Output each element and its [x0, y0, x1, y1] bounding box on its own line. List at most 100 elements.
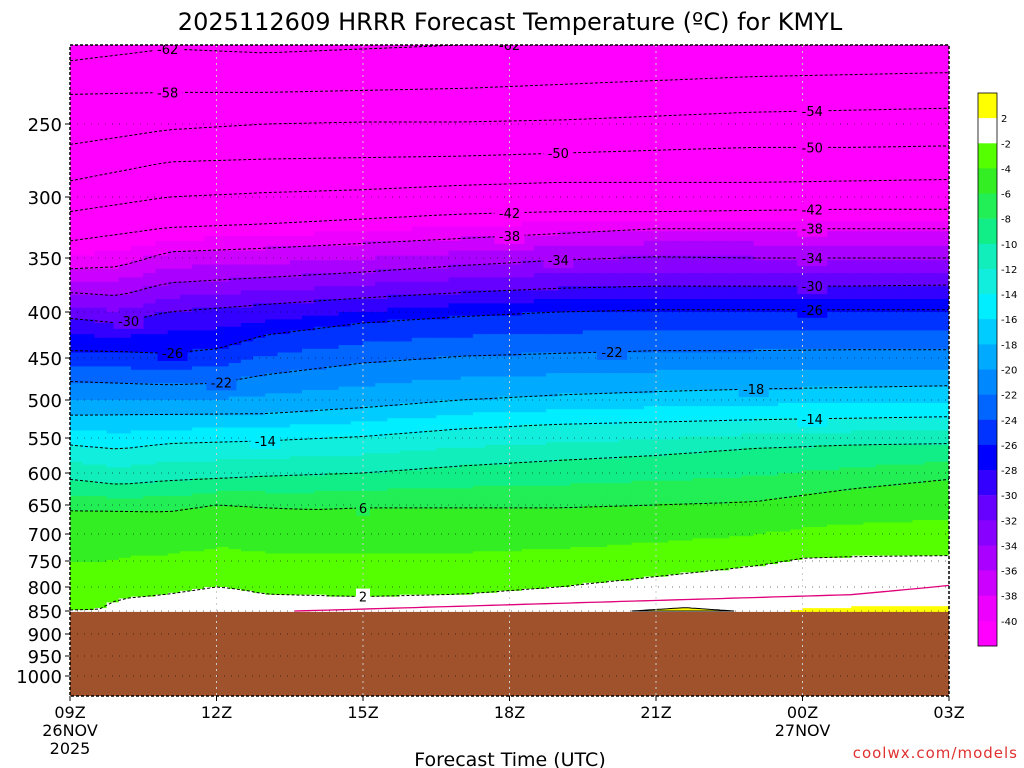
field-cell — [192, 319, 205, 324]
field-cell — [302, 483, 315, 487]
field-cell — [326, 150, 340, 157]
field-cell — [326, 356, 340, 361]
field-cell — [118, 303, 132, 309]
field-cell — [314, 421, 327, 425]
field-cell — [204, 544, 218, 548]
field-cell — [277, 445, 291, 449]
field-cell — [253, 534, 266, 537]
field-cell — [363, 303, 376, 309]
field-cell — [143, 412, 157, 416]
field-cell — [216, 496, 230, 500]
field-cell — [399, 421, 413, 425]
field-cell — [106, 260, 120, 266]
field-cell — [106, 185, 120, 192]
field-cell — [240, 179, 254, 186]
field-cell — [240, 326, 254, 331]
field-cell — [326, 461, 340, 466]
field-cell — [436, 450, 450, 454]
field-cell — [277, 529, 291, 533]
field-cell — [399, 191, 413, 198]
field-cell — [131, 590, 144, 594]
field-cell — [387, 592, 401, 596]
field-cell — [131, 508, 144, 512]
field-cell — [424, 536, 437, 539]
field-cell — [253, 88, 266, 97]
field-cell — [338, 570, 352, 574]
field-cell — [240, 389, 254, 394]
field-cell — [387, 513, 401, 516]
field-cell — [399, 459, 413, 463]
field-cell — [387, 366, 401, 371]
field-cell — [302, 427, 315, 431]
field-cell — [192, 277, 205, 283]
field-cell — [350, 104, 364, 113]
field-cell — [265, 564, 279, 567]
field-cell — [131, 273, 144, 278]
field-cell — [240, 191, 254, 198]
field-cell — [179, 467, 193, 471]
field-cell — [82, 596, 95, 600]
field-cell — [326, 376, 340, 381]
field-cell — [411, 185, 425, 192]
field-cell — [155, 510, 169, 514]
field-cell — [338, 359, 352, 364]
field-cell — [143, 570, 157, 574]
field-cell — [106, 529, 120, 533]
field-cell — [436, 277, 450, 283]
field-cell — [94, 104, 108, 113]
field-cell — [192, 312, 205, 317]
field-cell — [253, 508, 266, 512]
field-cell — [143, 566, 157, 569]
field-cell — [155, 104, 169, 113]
field-cell — [289, 415, 303, 419]
field-cell — [363, 255, 376, 261]
field-cell — [375, 598, 388, 601]
field-cell — [253, 406, 266, 410]
field-cell — [216, 104, 230, 113]
field-cell — [131, 197, 144, 203]
field-cell — [265, 286, 279, 291]
field-cell — [192, 515, 205, 519]
field-cell — [204, 312, 218, 317]
field-cell — [228, 363, 242, 367]
field-cell — [204, 513, 218, 516]
field-cell — [436, 264, 450, 270]
field-cell — [375, 582, 388, 586]
field-cell — [326, 517, 340, 521]
field-cell — [228, 231, 242, 237]
field-cell — [167, 450, 181, 454]
field-cell — [289, 464, 303, 468]
field-cell — [204, 330, 218, 335]
field-cell — [253, 415, 266, 419]
field-cell — [94, 587, 108, 590]
field-cell — [375, 231, 388, 237]
field-cell — [387, 488, 401, 492]
field-cell — [118, 307, 132, 313]
field-cell — [192, 470, 205, 474]
field-cell — [277, 600, 291, 603]
field-cell — [192, 447, 205, 452]
field-cell — [106, 534, 120, 537]
field-cell — [118, 464, 132, 468]
field-cell — [240, 524, 254, 528]
field-cell — [399, 470, 413, 474]
field-cell — [265, 588, 279, 592]
field-cell — [179, 376, 193, 381]
field-cell — [240, 383, 254, 388]
field-cell — [338, 488, 352, 492]
field-cell — [265, 56, 279, 66]
field-cell — [192, 369, 205, 374]
field-cell — [118, 557, 132, 561]
field-cell — [314, 534, 327, 537]
field-cell — [277, 389, 291, 394]
field-cell — [375, 576, 388, 580]
field-cell — [228, 421, 242, 425]
field-cell — [411, 173, 425, 180]
field-cell — [143, 383, 157, 388]
field-cell — [253, 240, 266, 247]
field-cell — [155, 456, 169, 460]
field-cell — [350, 456, 364, 460]
field-cell — [424, 515, 437, 519]
field-cell — [302, 515, 315, 519]
field-cell — [131, 286, 144, 291]
